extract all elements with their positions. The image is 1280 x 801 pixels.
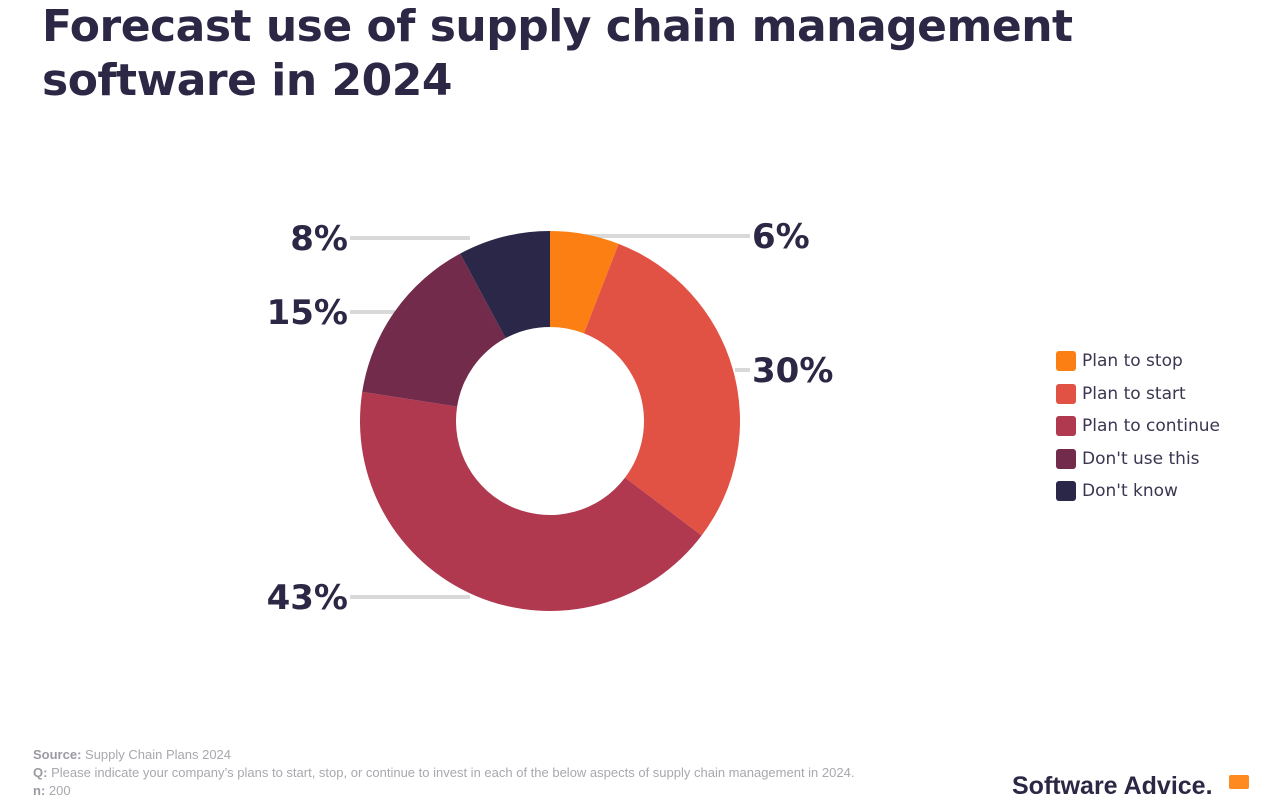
source-text: Supply Chain Plans 2024 — [85, 747, 232, 762]
legend-swatch — [1056, 416, 1076, 437]
legend-item: Plan to start — [1056, 378, 1220, 411]
legend-label: Plan to continue — [1082, 416, 1220, 437]
data-label: 15% — [267, 293, 348, 333]
footer: Source: Supply Chain Plans 2024 Q: Pleas… — [33, 746, 854, 800]
data-label: 30% — [752, 351, 833, 391]
question-text: Please indicate your company’s plans to … — [51, 765, 855, 780]
legend-swatch — [1056, 481, 1076, 502]
legend-label: Don't know — [1082, 481, 1178, 502]
chart-title: Forecast use of supply chain management … — [42, 1, 1073, 106]
data-label: 43% — [267, 578, 348, 618]
data-label: 8% — [290, 219, 348, 259]
sample-label: n: — [33, 783, 46, 798]
question-label: Q: — [33, 765, 48, 780]
question-line: Q: Please indicate your company’s plans … — [33, 764, 854, 782]
source-label: Source: — [33, 747, 82, 762]
sample-size: 200 — [48, 783, 71, 798]
legend-swatch — [1056, 383, 1076, 404]
sample-line: n: 200 — [33, 782, 854, 800]
legend-item: Don't use this — [1056, 443, 1220, 476]
legend-swatch — [1056, 351, 1076, 372]
donut-slice-don-t-know — [460, 231, 550, 339]
legend-label: Don't use this — [1082, 448, 1200, 469]
legend-item: Plan to continue — [1056, 410, 1220, 443]
brand-logo: Software Advice. — [1012, 772, 1213, 800]
donut-slice-plan-to-start — [583, 243, 741, 536]
legend-label: Plan to start — [1082, 383, 1186, 404]
brand-speech-bubble-icon — [1229, 775, 1249, 789]
legend: Plan to stop Plan to start Plan to continu… — [1056, 345, 1220, 508]
legend-item: Don't know — [1056, 475, 1220, 508]
legend-swatch — [1056, 448, 1076, 469]
donut-slice-plan-to-stop — [550, 231, 619, 334]
donut-slice-plan-to-continue — [360, 391, 702, 612]
data-label: 6% — [752, 217, 810, 257]
legend-label: Plan to stop — [1082, 351, 1183, 372]
donut-slice-don-t-use-this — [362, 253, 506, 407]
source-line: Source: Supply Chain Plans 2024 — [33, 746, 854, 764]
legend-item: Plan to stop — [1056, 345, 1220, 378]
